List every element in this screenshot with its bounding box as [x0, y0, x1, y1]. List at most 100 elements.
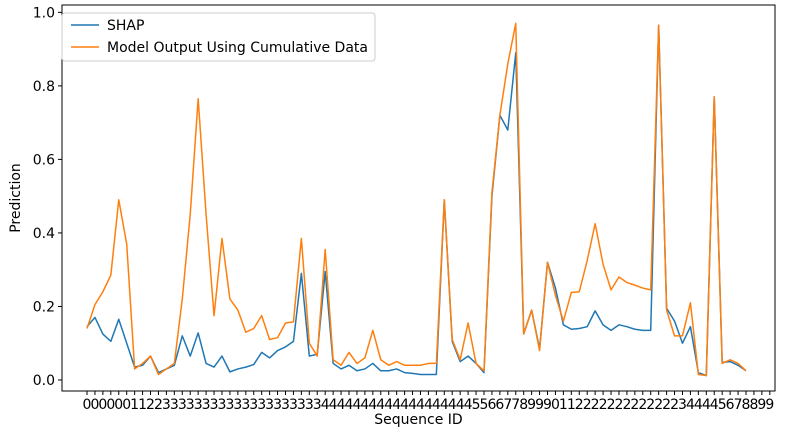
x-tick-label: 0 — [98, 397, 107, 413]
x-tick-label: 3 — [194, 397, 203, 413]
x-tick-label: 4 — [686, 397, 695, 413]
x-tick-label: 4 — [321, 397, 330, 413]
x-tick-label: 0 — [90, 397, 99, 413]
x-tick-label: 4 — [368, 397, 377, 413]
x-tick-label: 6 — [495, 397, 504, 413]
x-tick-label: 2 — [591, 397, 600, 413]
x-tick-label: 2 — [607, 397, 616, 413]
x-tick-label: 3 — [170, 397, 179, 413]
y-tick-label: 0.6 — [33, 152, 55, 168]
x-tick-label: 4 — [448, 397, 457, 413]
x-tick-label: 3 — [678, 397, 687, 413]
legend-label-model-output: Model Output Using Cumulative Data — [107, 40, 368, 56]
x-tick-label: 0 — [551, 397, 560, 413]
y-axis-label: Prediction — [8, 163, 24, 233]
x-tick-label: 2 — [654, 397, 663, 413]
x-tick-label: 2 — [154, 397, 163, 413]
x-tick-label: 1 — [559, 397, 568, 413]
x-tick-label: 4 — [464, 397, 473, 413]
x-tick-label: 4 — [337, 397, 346, 413]
series-line-shap — [86, 24, 747, 377]
x-tick-label: 5 — [472, 397, 481, 413]
x-tick-label: 8 — [519, 397, 528, 413]
y-tick-label: 0.0 — [33, 373, 55, 389]
x-tick-label: 0 — [106, 397, 115, 413]
x-tick-label: 3 — [313, 397, 322, 413]
x-tick-label: 2 — [630, 397, 639, 413]
x-tick-label: 4 — [329, 397, 338, 413]
x-tick-label: 8 — [742, 397, 751, 413]
x-tick-label: 3 — [289, 397, 298, 413]
x-tick-label: 4 — [694, 397, 703, 413]
x-tick-label: 3 — [210, 397, 219, 413]
x-tick-label: 2 — [670, 397, 679, 413]
x-tick-label: 9 — [527, 397, 536, 413]
x-tick-label: 4 — [424, 397, 433, 413]
x-tick-label: 7 — [511, 397, 520, 413]
x-tick-label: 3 — [297, 397, 306, 413]
x-tick-label: 4 — [710, 397, 719, 413]
x-tick-label: 3 — [202, 397, 211, 413]
x-tick-label: 0 — [122, 397, 131, 413]
x-tick-label: 4 — [392, 397, 401, 413]
x-tick-label: 2 — [575, 397, 584, 413]
x-tick-label: 9 — [535, 397, 544, 413]
y-tick-label: 0.8 — [33, 79, 55, 95]
y-axis-ticks: 0.0 0.2 0.4 0.6 0.8 1.0 — [33, 5, 62, 389]
y-tick-label: 0.4 — [33, 226, 55, 242]
x-tick-label: 9 — [757, 397, 766, 413]
plot-area-frame — [61, 4, 776, 392]
x-tick-label: 4 — [456, 397, 465, 413]
x-tick-label: 7 — [503, 397, 512, 413]
x-tick-label: 9 — [543, 397, 552, 413]
x-tick-label: 3 — [257, 397, 266, 413]
x-tick-label: 2 — [599, 397, 608, 413]
x-tick-label: 4 — [416, 397, 425, 413]
x-tick-label: 4 — [432, 397, 441, 413]
legend-box — [61, 12, 376, 62]
x-axis-label: Sequence ID — [374, 412, 462, 428]
x-tick-label: 9 — [765, 397, 774, 413]
x-tick-label: 2 — [583, 397, 592, 413]
y-tick-label: 1.0 — [33, 5, 55, 21]
x-tick-label: 4 — [345, 397, 354, 413]
x-tick-label: 3 — [178, 397, 187, 413]
x-tick-label: 4 — [408, 397, 417, 413]
x-tick-label: 3 — [265, 397, 274, 413]
x-tick-label: 3 — [186, 397, 195, 413]
x-tick-label: 3 — [249, 397, 258, 413]
x-tick-label: 5 — [480, 397, 489, 413]
x-tick-label: 7 — [734, 397, 743, 413]
x-tick-label: 3 — [281, 397, 290, 413]
x-tick-label: 3 — [162, 397, 171, 413]
x-tick-label: 2 — [662, 397, 671, 413]
x-tick-label: 4 — [384, 397, 393, 413]
x-tick-label: 4 — [352, 397, 361, 413]
x-tick-label: 2 — [615, 397, 624, 413]
x-tick-label: 4 — [360, 397, 369, 413]
legend: SHAP Model Output Using Cumulative Data — [61, 12, 376, 62]
x-tick-label: 4 — [400, 397, 409, 413]
x-tick-label: 3 — [218, 397, 227, 413]
x-tick-label: 3 — [233, 397, 242, 413]
x-tick-label: 1 — [130, 397, 139, 413]
y-tick-label: 0.2 — [33, 299, 55, 315]
x-tick-label: 2 — [622, 397, 631, 413]
x-tick-label: 4 — [376, 397, 385, 413]
x-tick-label: 4 — [702, 397, 711, 413]
x-tick-label: 5 — [718, 397, 727, 413]
x-tick-label: 0 — [114, 397, 123, 413]
x-tick-label: 2 — [638, 397, 647, 413]
x-tick-label: 3 — [273, 397, 282, 413]
series-line-model-output — [86, 22, 747, 377]
x-tick-label: 6 — [726, 397, 735, 413]
x-tick-label: 1 — [138, 397, 147, 413]
x-tick-label: 3 — [225, 397, 234, 413]
x-tick-label: 8 — [749, 397, 758, 413]
x-tick-label: 3 — [241, 397, 250, 413]
x-tick-label: 3 — [305, 397, 314, 413]
series-layer — [86, 22, 747, 377]
